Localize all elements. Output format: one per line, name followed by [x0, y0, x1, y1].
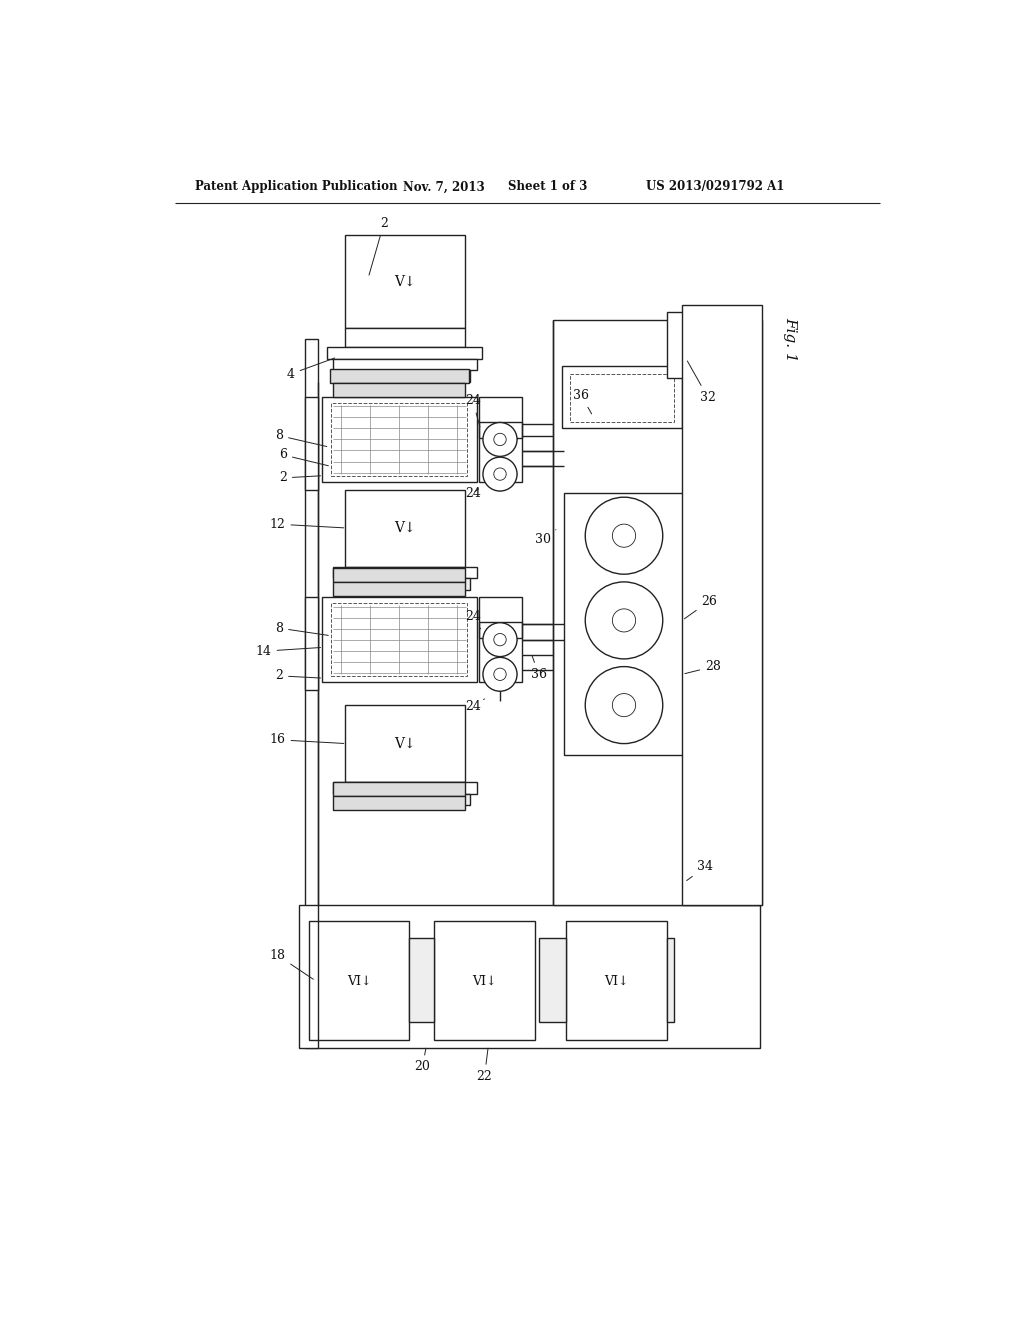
Bar [334, 796, 465, 810]
Text: 34: 34 [687, 861, 714, 880]
Bar [331, 603, 467, 676]
Text: 20: 20 [415, 1048, 430, 1073]
Circle shape [494, 668, 506, 681]
Bar [305, 597, 317, 689]
Bar [345, 327, 465, 347]
Bar [334, 582, 465, 595]
Text: 4: 4 [287, 358, 335, 380]
Text: Fig. 1: Fig. 1 [783, 317, 798, 362]
Text: 24: 24 [465, 395, 481, 426]
Text: 24: 24 [465, 487, 481, 500]
Bar [479, 422, 521, 438]
Bar [330, 370, 469, 383]
Circle shape [483, 457, 517, 491]
Bar [322, 597, 477, 682]
Bar [479, 397, 521, 482]
Bar [479, 597, 521, 682]
Circle shape [494, 469, 506, 480]
Circle shape [612, 524, 636, 548]
Bar [340, 793, 470, 805]
Text: 12: 12 [269, 517, 344, 531]
Bar [667, 937, 675, 1022]
Bar [562, 367, 682, 428]
Text: 22: 22 [476, 1048, 493, 1082]
Bar [334, 568, 465, 582]
Circle shape [483, 623, 517, 656]
Text: 14: 14 [256, 644, 321, 657]
Bar [340, 370, 470, 381]
Circle shape [483, 657, 517, 692]
Text: 2: 2 [275, 669, 321, 682]
Bar [305, 397, 317, 490]
Bar [322, 397, 477, 482]
Bar [563, 494, 684, 755]
Bar [345, 490, 465, 566]
Circle shape [612, 693, 636, 717]
Bar [334, 566, 477, 578]
Text: US 2013/0291792 A1: US 2013/0291792 A1 [646, 181, 784, 194]
Bar [308, 921, 410, 1040]
Bar [345, 705, 465, 781]
Text: V↓: V↓ [394, 737, 416, 751]
Circle shape [612, 609, 636, 632]
Text: VI↓: VI↓ [472, 974, 497, 987]
Text: V↓: V↓ [394, 521, 416, 535]
Text: VI↓: VI↓ [604, 974, 629, 987]
Text: 26: 26 [684, 594, 717, 619]
Bar [340, 578, 470, 590]
Text: 32: 32 [687, 360, 716, 404]
Bar [345, 235, 465, 327]
Bar [334, 359, 477, 370]
Bar [479, 622, 521, 638]
Bar [569, 374, 675, 422]
Circle shape [586, 498, 663, 574]
Text: 30: 30 [535, 529, 556, 546]
Circle shape [494, 634, 506, 645]
Text: 36: 36 [573, 389, 592, 414]
Text: 6: 6 [279, 449, 329, 466]
Bar [566, 921, 667, 1040]
Bar [539, 937, 566, 1022]
Bar [434, 921, 535, 1040]
Bar [334, 781, 477, 793]
Text: Patent Application Publication: Patent Application Publication [196, 181, 398, 194]
Bar [305, 339, 317, 1048]
Bar [667, 313, 760, 378]
Text: Nov. 7, 2013: Nov. 7, 2013 [403, 181, 485, 194]
Text: 8: 8 [275, 622, 329, 635]
Text: 2: 2 [369, 218, 388, 275]
Text: 18: 18 [269, 949, 313, 979]
Text: 24: 24 [465, 610, 481, 628]
Bar [334, 781, 465, 796]
Bar [334, 383, 465, 397]
Text: V↓: V↓ [394, 275, 416, 289]
Circle shape [586, 582, 663, 659]
Text: 24: 24 [465, 700, 484, 713]
Circle shape [494, 433, 506, 446]
Bar [331, 404, 467, 475]
Text: VI↓: VI↓ [347, 974, 372, 987]
Bar [328, 347, 482, 359]
Text: 36: 36 [530, 655, 547, 681]
Circle shape [483, 422, 517, 457]
Text: 28: 28 [685, 660, 721, 673]
Bar [299, 906, 760, 1048]
Bar [410, 937, 434, 1022]
Text: 16: 16 [269, 733, 344, 746]
Text: Sheet 1 of 3: Sheet 1 of 3 [508, 181, 587, 194]
Bar [553, 321, 762, 906]
Text: 8: 8 [275, 429, 327, 446]
Text: 2: 2 [280, 471, 321, 484]
Circle shape [586, 667, 663, 743]
Bar [682, 305, 762, 906]
